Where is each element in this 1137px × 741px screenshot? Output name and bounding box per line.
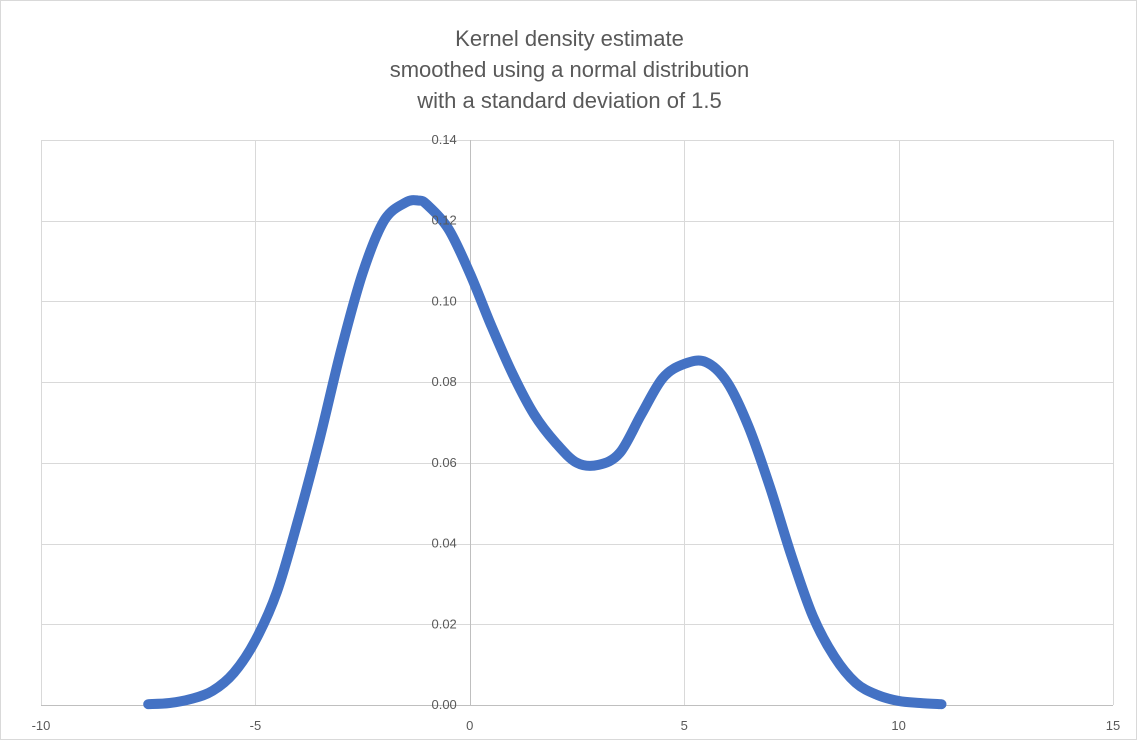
density-series-line-0 <box>143 195 947 710</box>
y-tick-label-5: 0.10 <box>431 293 456 308</box>
chart-title: Kernel density estimate smoothed using a… <box>1 23 1137 116</box>
x-tick-label-0: -10 <box>32 718 51 733</box>
y-tick-labels: 0.00 0.02 0.04 0.06 0.08 0.10 0.12 0.14 <box>431 132 456 712</box>
x-tick-label-3: 5 <box>681 718 688 733</box>
x-tick-label-4: 10 <box>891 718 905 733</box>
y-tick-label-7: 0.14 <box>431 132 456 147</box>
y-tick-label-1: 0.02 <box>431 616 456 631</box>
y-tick-label-3: 0.06 <box>431 455 456 470</box>
vertical-gridlines <box>41 140 1114 705</box>
chart-title-line-1: Kernel density estimate <box>455 26 684 51</box>
y-tick-label-0: 0.00 <box>431 697 456 712</box>
x-tick-label-5: 15 <box>1106 718 1120 733</box>
y-tick-label-4: 0.08 <box>431 374 456 389</box>
chart-title-line-3: with a standard deviation of 1.5 <box>417 88 722 113</box>
x-tick-label-2: 0 <box>466 718 473 733</box>
horizontal-gridlines <box>41 140 1113 706</box>
y-tick-label-2: 0.04 <box>431 536 456 551</box>
y-tick-label-6: 0.12 <box>431 213 456 228</box>
x-tick-label-1: -5 <box>250 718 262 733</box>
axes <box>41 140 1113 706</box>
chart-title-line-2: smoothed using a normal distribution <box>389 57 750 82</box>
series-group <box>143 195 947 710</box>
x-tick-labels: -10 -5 0 5 10 15 <box>32 718 1121 733</box>
